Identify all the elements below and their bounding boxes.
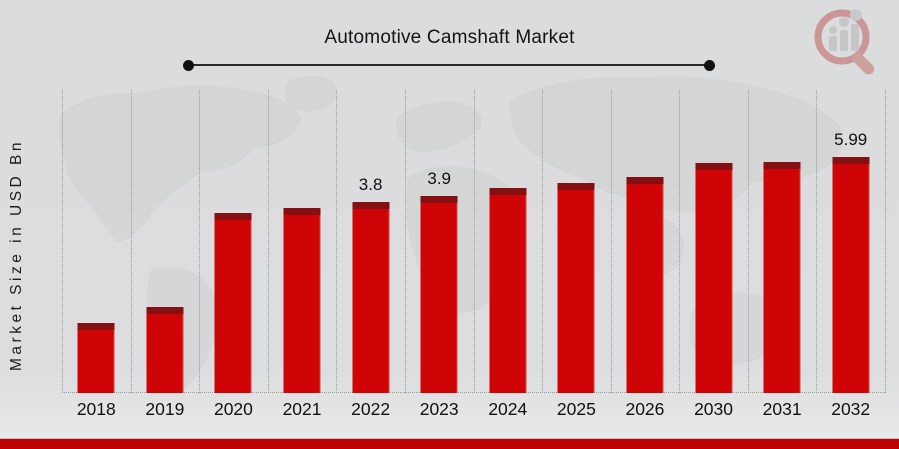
bar-column-2031	[748, 0, 817, 393]
bar-2032	[832, 157, 870, 393]
vertical-gridline	[130, 90, 132, 393]
vertical-gridline	[199, 90, 201, 393]
vertical-gridline	[816, 90, 818, 393]
bar-column-2021	[268, 0, 337, 393]
footer-accent-band	[0, 439, 899, 449]
chart-title: Automotive Camshaft Market	[324, 27, 575, 48]
logo-dot-2	[839, 17, 849, 27]
logo-bar-small	[829, 36, 837, 51]
x-tick-label-2030: 2030	[694, 399, 733, 419]
x-tick-label-2031: 2031	[762, 399, 802, 419]
bar-column-2023: 3.9	[405, 0, 474, 393]
bar-value-label-2022: 3.8	[358, 175, 383, 194]
x-tick-label-2021: 2021	[282, 399, 322, 419]
bar-2024	[489, 188, 527, 393]
bar-cap-2025	[557, 183, 595, 190]
bar-cap-2026	[626, 177, 664, 184]
bar-cap-2018	[77, 323, 115, 330]
bar-column-2018	[62, 0, 131, 393]
vertical-gridline	[610, 90, 612, 393]
x-tick-label-2022: 2022	[351, 399, 391, 419]
x-axis: 2018 2019 2020 2021 2022 2023 2024 2025 2026 2030…	[62, 399, 885, 423]
y-axis-label: Market Size in USD Bn	[8, 139, 25, 371]
vertical-gridline	[267, 90, 269, 393]
bar-column-2025	[542, 0, 611, 393]
vertical-gridline	[542, 90, 544, 393]
magnifier-ring-icon	[814, 9, 870, 65]
bar-cap-2030	[695, 163, 733, 170]
bar-column-2030	[679, 0, 748, 393]
vertical-gridline	[404, 90, 406, 393]
bar-cap-2020	[214, 213, 252, 220]
bar-cap-2022	[352, 202, 390, 209]
bar-value-label-2032: 5.99	[834, 130, 868, 149]
x-tick-label-2019: 2019	[145, 399, 185, 419]
chart-plot-area: 3.8 3.9 5.99	[62, 0, 886, 393]
bar-2021	[283, 208, 321, 393]
logo-dot-1	[829, 26, 837, 34]
x-tick-label-2026: 2026	[625, 399, 665, 419]
logo-bar-medium	[840, 30, 848, 51]
vertical-gridline	[679, 90, 681, 393]
bar-cap-2032	[832, 157, 870, 164]
bar-2026	[626, 177, 664, 393]
bar-cap-2021	[283, 208, 321, 215]
x-axis-baseline	[62, 392, 885, 393]
logo-bar-tall	[851, 24, 859, 51]
vertical-gridline	[473, 90, 475, 393]
bar-2031	[763, 162, 801, 393]
bar-2019	[146, 307, 184, 393]
bar-cap-2024	[489, 188, 527, 195]
title-underline-rule	[183, 59, 715, 71]
bar-2020	[214, 213, 252, 393]
vertical-gridline	[62, 90, 63, 393]
x-tick-label-2020: 2020	[213, 399, 253, 419]
bar-2022	[352, 202, 390, 393]
bar-2018	[77, 323, 115, 393]
bar-column-2026	[611, 0, 680, 393]
x-tick-label-2025: 2025	[556, 399, 596, 419]
x-tick-label-2024: 2024	[488, 399, 528, 419]
vertical-gridline	[336, 90, 338, 393]
bar-column-2022: 3.8	[336, 0, 405, 393]
x-tick-label-2018: 2018	[76, 399, 116, 419]
vertical-gridline	[747, 90, 749, 393]
x-tick-label-2023: 2023	[419, 399, 459, 419]
bar-column-2032: 5.99	[816, 0, 885, 393]
magnifier-handle-icon	[852, 52, 875, 75]
market-research-future-logo	[814, 9, 875, 75]
bar-value-label-2023: 3.9	[427, 169, 452, 188]
vertical-gridline	[885, 90, 886, 393]
bar-cap-2019	[146, 307, 184, 314]
bar-column-2020	[199, 0, 268, 393]
rule-endpoint-dot-left	[183, 59, 194, 71]
bar-column-2019	[131, 0, 200, 393]
bar-2030	[695, 163, 733, 393]
bar-column-2024	[474, 0, 543, 393]
bar-2023	[420, 196, 458, 393]
bar-cap-2031	[763, 162, 801, 169]
x-tick-label-2032: 2032	[831, 399, 871, 419]
logo-dot-3	[850, 9, 862, 21]
bar-cap-2023	[420, 196, 458, 203]
rule-endpoint-dot-right	[704, 59, 715, 71]
bar-2025	[557, 183, 595, 393]
